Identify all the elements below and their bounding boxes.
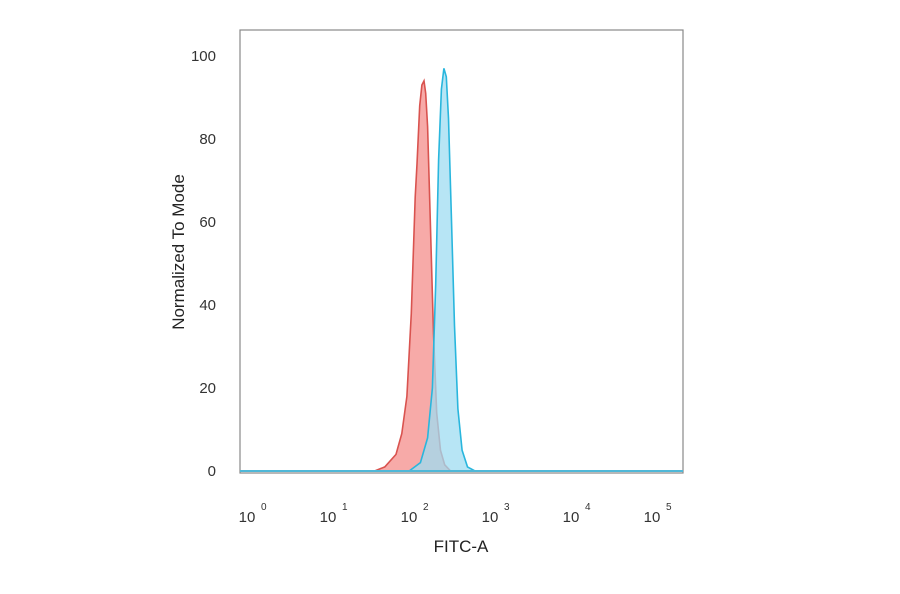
y-tick-label: 80 <box>199 131 216 148</box>
x-tick-label: 10 <box>482 509 499 526</box>
x-tick-label: 10 <box>401 509 418 526</box>
y-tick-labels: 0 20 40 60 80 100 <box>191 48 216 480</box>
series-2-area <box>255 68 660 472</box>
x-tick-label: 10 <box>563 509 580 526</box>
x-tick-labels: 10 0 10 1 10 2 10 3 10 4 10 5 <box>239 502 672 526</box>
x-tick-exponent: 5 <box>666 502 672 513</box>
x-tick-label: 10 <box>320 509 337 526</box>
x-tick-exponent: 1 <box>342 502 348 513</box>
x-tick-label: 10 <box>644 509 661 526</box>
x-tick-label: 10 <box>239 509 256 526</box>
y-tick-label: 60 <box>199 214 216 231</box>
y-tick-label: 20 <box>199 380 216 397</box>
series-layer <box>255 68 660 472</box>
x-axis-title: FITC-A <box>434 537 489 556</box>
x-tick-exponent: 4 <box>585 502 591 513</box>
x-tick-exponent: 0 <box>261 502 267 513</box>
x-tick-exponent: 2 <box>423 502 429 513</box>
y-tick-label: 0 <box>208 463 216 480</box>
y-tick-label: 100 <box>191 48 216 65</box>
x-tick-exponent: 3 <box>504 502 510 513</box>
plot-frame <box>239 29 684 474</box>
y-axis-title: Normalized To Mode <box>169 174 188 330</box>
y-tick-label: 40 <box>199 297 216 314</box>
